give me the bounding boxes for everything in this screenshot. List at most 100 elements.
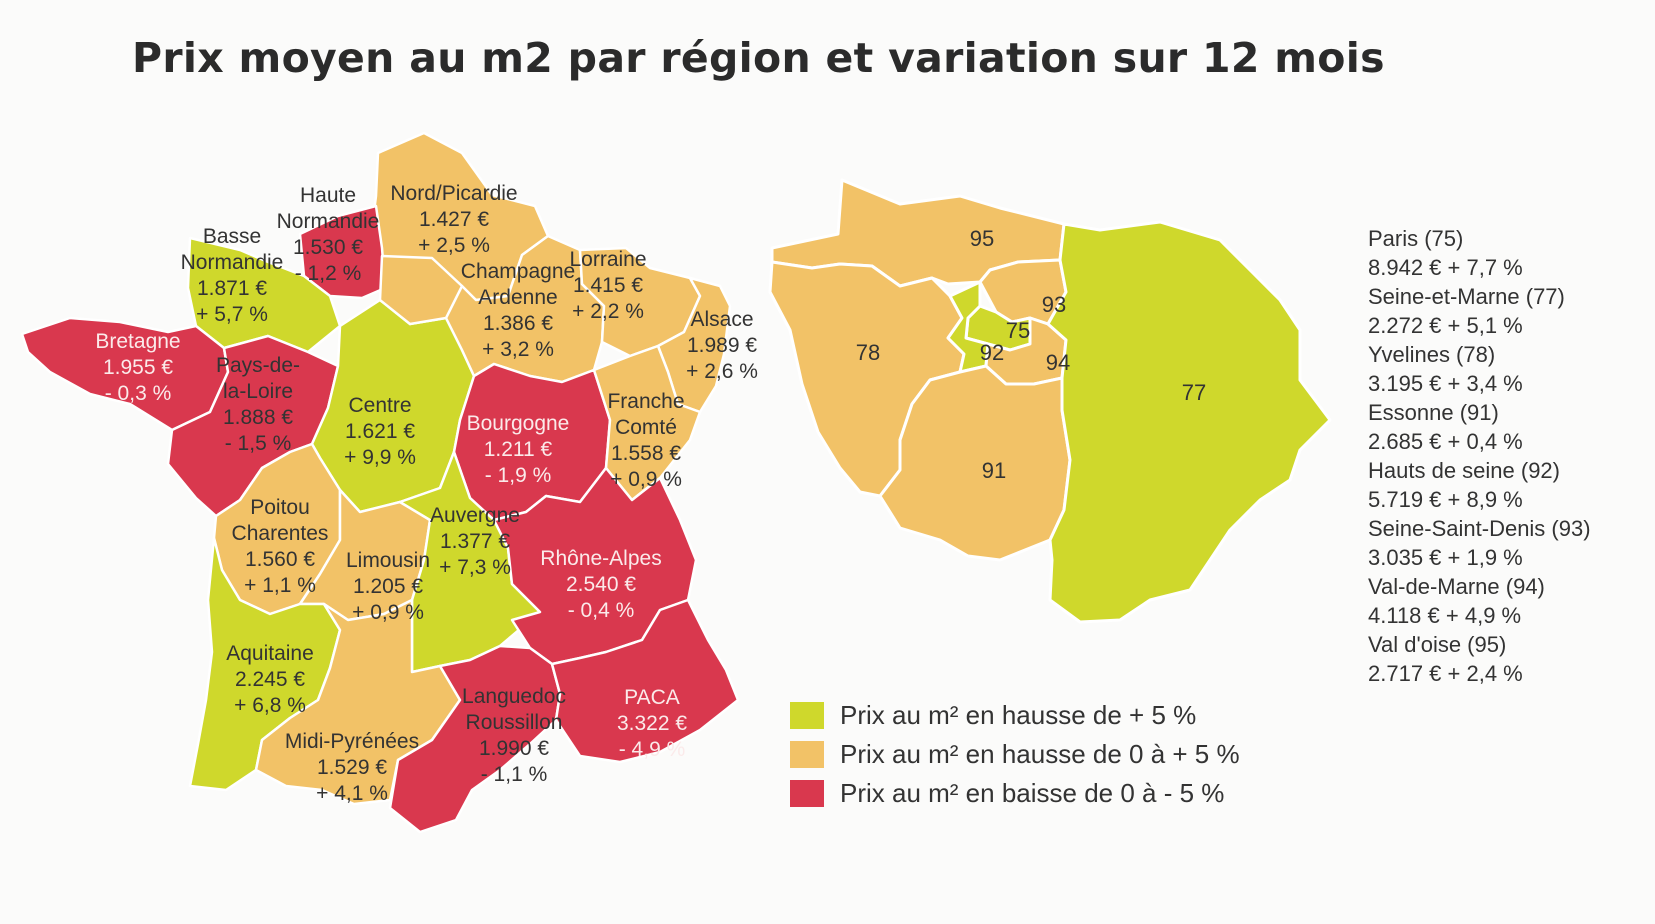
legend-label: Prix au m² en hausse de + 5 % <box>840 700 1197 730</box>
region-label-line: Midi-Pyrénées <box>285 730 419 753</box>
region-label-line: 1.530 € <box>293 236 363 259</box>
region-label-line: Haute <box>300 184 356 207</box>
region-label-line: + 7,3 % <box>439 556 511 579</box>
region-label-line: Rhône-Alpes <box>540 547 661 570</box>
region-label-line: - 1,2 % <box>295 262 362 285</box>
departement-label-77: 77 <box>1182 380 1206 405</box>
region-label-line: Normandie <box>277 210 380 233</box>
legend-swatch <box>790 741 824 768</box>
region-label-alsace: Alsace 1.989 € + 2,6 % <box>686 308 758 383</box>
region-label-line: Normandie <box>181 251 284 274</box>
region-label-line: 1.415 € <box>573 274 643 297</box>
region-label-line: - 1,9 % <box>485 464 552 487</box>
region-label-line: 1.427 € <box>419 208 489 231</box>
departement-label-78: 78 <box>856 340 880 365</box>
departement-label-92: 92 <box>980 340 1004 365</box>
region-label-line: Aquitaine <box>226 642 314 665</box>
region-label-line: + 2,2 % <box>572 300 644 323</box>
region-label-line: + 2,6 % <box>686 360 758 383</box>
page-title: Prix moyen au m2 par région et variation… <box>132 34 1385 82</box>
region-label-line: + 4,1 % <box>316 782 388 805</box>
legend: Prix au m² en hausse de + 5 % Prix au m² … <box>790 696 1240 813</box>
legend-label: Prix au m² en hausse de 0 à + 5 % <box>840 739 1240 769</box>
region-label-line: Comté <box>615 416 677 439</box>
region-label-basse-normandie: Basse Normandie 1.871 € + 5,7 % <box>181 225 284 326</box>
region-label-line: - 1,5 % <box>225 432 292 455</box>
region-label-line: + 5,7 % <box>196 303 268 326</box>
idf-list-value: 2.272 € + 5,1 % <box>1368 313 1523 338</box>
region-label-line: 1.990 € <box>479 737 549 760</box>
region-label-line: 3.322 € <box>617 712 687 735</box>
region-label-line: la-Loire <box>223 380 293 403</box>
departement-label-94: 94 <box>1046 350 1070 375</box>
region-label-paca: PACA 3.322 € - 4,9 % <box>617 686 687 761</box>
region-label-aquitaine: Aquitaine 2.245 € + 6,8 % <box>226 642 314 717</box>
region-label-line: + 9,9 % <box>344 446 416 469</box>
region-label-line: + 0,9 % <box>352 601 424 624</box>
region-label-line: + 6,8 % <box>234 694 306 717</box>
region-label-pays-de-la-loire: Pays-de-la-Loire 1.888 € - 1,5 % <box>216 354 300 455</box>
region-label-line: Bretagne <box>95 330 180 353</box>
departement-label-91: 91 <box>982 458 1006 483</box>
legend-item: Prix au m² en hausse de + 5 % <box>790 696 1240 735</box>
region-label-midi-pyrenees: Midi-Pyrénées 1.529 € + 4,1 % <box>285 730 419 805</box>
region-languedoc-roussillon <box>388 644 562 834</box>
region-label-franche-comte: Franche Comté 1.558 € + 0,9 % <box>607 390 684 491</box>
region-label-line: Auvergne <box>430 504 520 527</box>
region-label-line: Alsace <box>690 308 753 331</box>
region-label-line: 1.529 € <box>317 756 387 779</box>
idf-list-value: 5.719 € + 8,9 % <box>1368 487 1523 512</box>
region-label-haute-normandie: Haute Normandie 1.530 € - 1,2 % <box>277 184 380 285</box>
region-label-line: Basse <box>203 225 261 248</box>
departement-label-93: 93 <box>1042 292 1066 317</box>
region-label-line: Franche <box>607 390 684 413</box>
legend-item: Prix au m² en baisse de 0 à - 5 % <box>790 774 1240 813</box>
legend-label: Prix au m² en baisse de 0 à - 5 % <box>840 778 1225 808</box>
departement-label-75: 75 <box>1006 318 1030 343</box>
region-label-line: 1.989 € <box>687 334 757 357</box>
departement-91 <box>878 364 1072 562</box>
region-label-line: Poitou <box>250 496 310 519</box>
departement-77 <box>1046 220 1332 624</box>
departement-label-95: 95 <box>970 226 994 251</box>
idf-list-value: 3.195 € + 3,4 % <box>1368 371 1523 396</box>
region-label-languedoc-roussillon: Languedoc Roussillon 1.990 € - 1,1 % <box>462 685 566 786</box>
region-basse-normandie <box>186 236 342 354</box>
region-label-line: 1.888 € <box>223 406 293 429</box>
idf-list-value: 2.685 € + 0,4 % <box>1368 429 1523 454</box>
legend-item: Prix au m² en hausse de 0 à + 5 % <box>790 735 1240 774</box>
region-label-line: 2.540 € <box>566 573 636 596</box>
region-label-line: 1.871 € <box>197 277 267 300</box>
region-paca <box>550 598 740 764</box>
region-label-rhone-alpes: Rhône-Alpes 2.540 € - 0,4 % <box>540 547 661 622</box>
idf-list-value: 3.035 € + 1,9 % <box>1368 545 1523 570</box>
region-label-limousin: Limousin 1.205 € + 0,9 % <box>346 549 430 624</box>
region-label-line: - 0,4 % <box>568 599 635 622</box>
idf-list-name: Hauts de seine (92) <box>1368 458 1560 483</box>
region-label-lorraine: Lorraine 1.415 € + 2,2 % <box>569 248 646 323</box>
region-label-line: Limousin <box>346 549 430 572</box>
region-label-centre: Centre 1.621 € + 9,9 % <box>344 394 416 469</box>
idf-price-list: Paris (75) 8.942 € + 7,7 % Seine-et-Marne … <box>1368 224 1591 688</box>
idf-list-name: Yvelines (78) <box>1368 342 1496 367</box>
region-label-line: Bourgogne <box>467 412 570 435</box>
region-label-line: Champagne <box>461 260 575 283</box>
idf-list-name: Paris (75) <box>1368 226 1464 251</box>
idf-list-name: Seine-et-Marne (77) <box>1368 284 1565 309</box>
region-label-auvergne: Auvergne 1.377 € + 7,3 % <box>430 504 520 579</box>
region-label-line: 1.386 € <box>483 312 553 335</box>
region-label-line: Languedoc <box>462 685 566 708</box>
region-label-line: 2.245 € <box>235 668 305 691</box>
region-label-line: - 4,9 % <box>619 738 686 761</box>
idf-list-value: 2.717 € + 2,4 % <box>1368 661 1523 686</box>
region-label-champagne-ardenne: Champagne Ardenne 1.386 € + 3,2 % <box>461 260 575 361</box>
region-label-nord-picardie: Nord/Picardie 1.427 € + 2,5 % <box>390 182 517 257</box>
region-label-line: Nord/Picardie <box>390 182 517 205</box>
region-label-line: 1.955 € <box>103 356 173 379</box>
region-label-line: + 1,1 % <box>244 574 316 597</box>
region-label-line: - 0,3 % <box>105 382 172 405</box>
idf-list-value: 4.118 € + 4,9 % <box>1368 603 1522 628</box>
region-label-line: 1.621 € <box>345 420 415 443</box>
region-label-bourgogne: Bourgogne 1.211 € - 1,9 % <box>467 412 570 487</box>
